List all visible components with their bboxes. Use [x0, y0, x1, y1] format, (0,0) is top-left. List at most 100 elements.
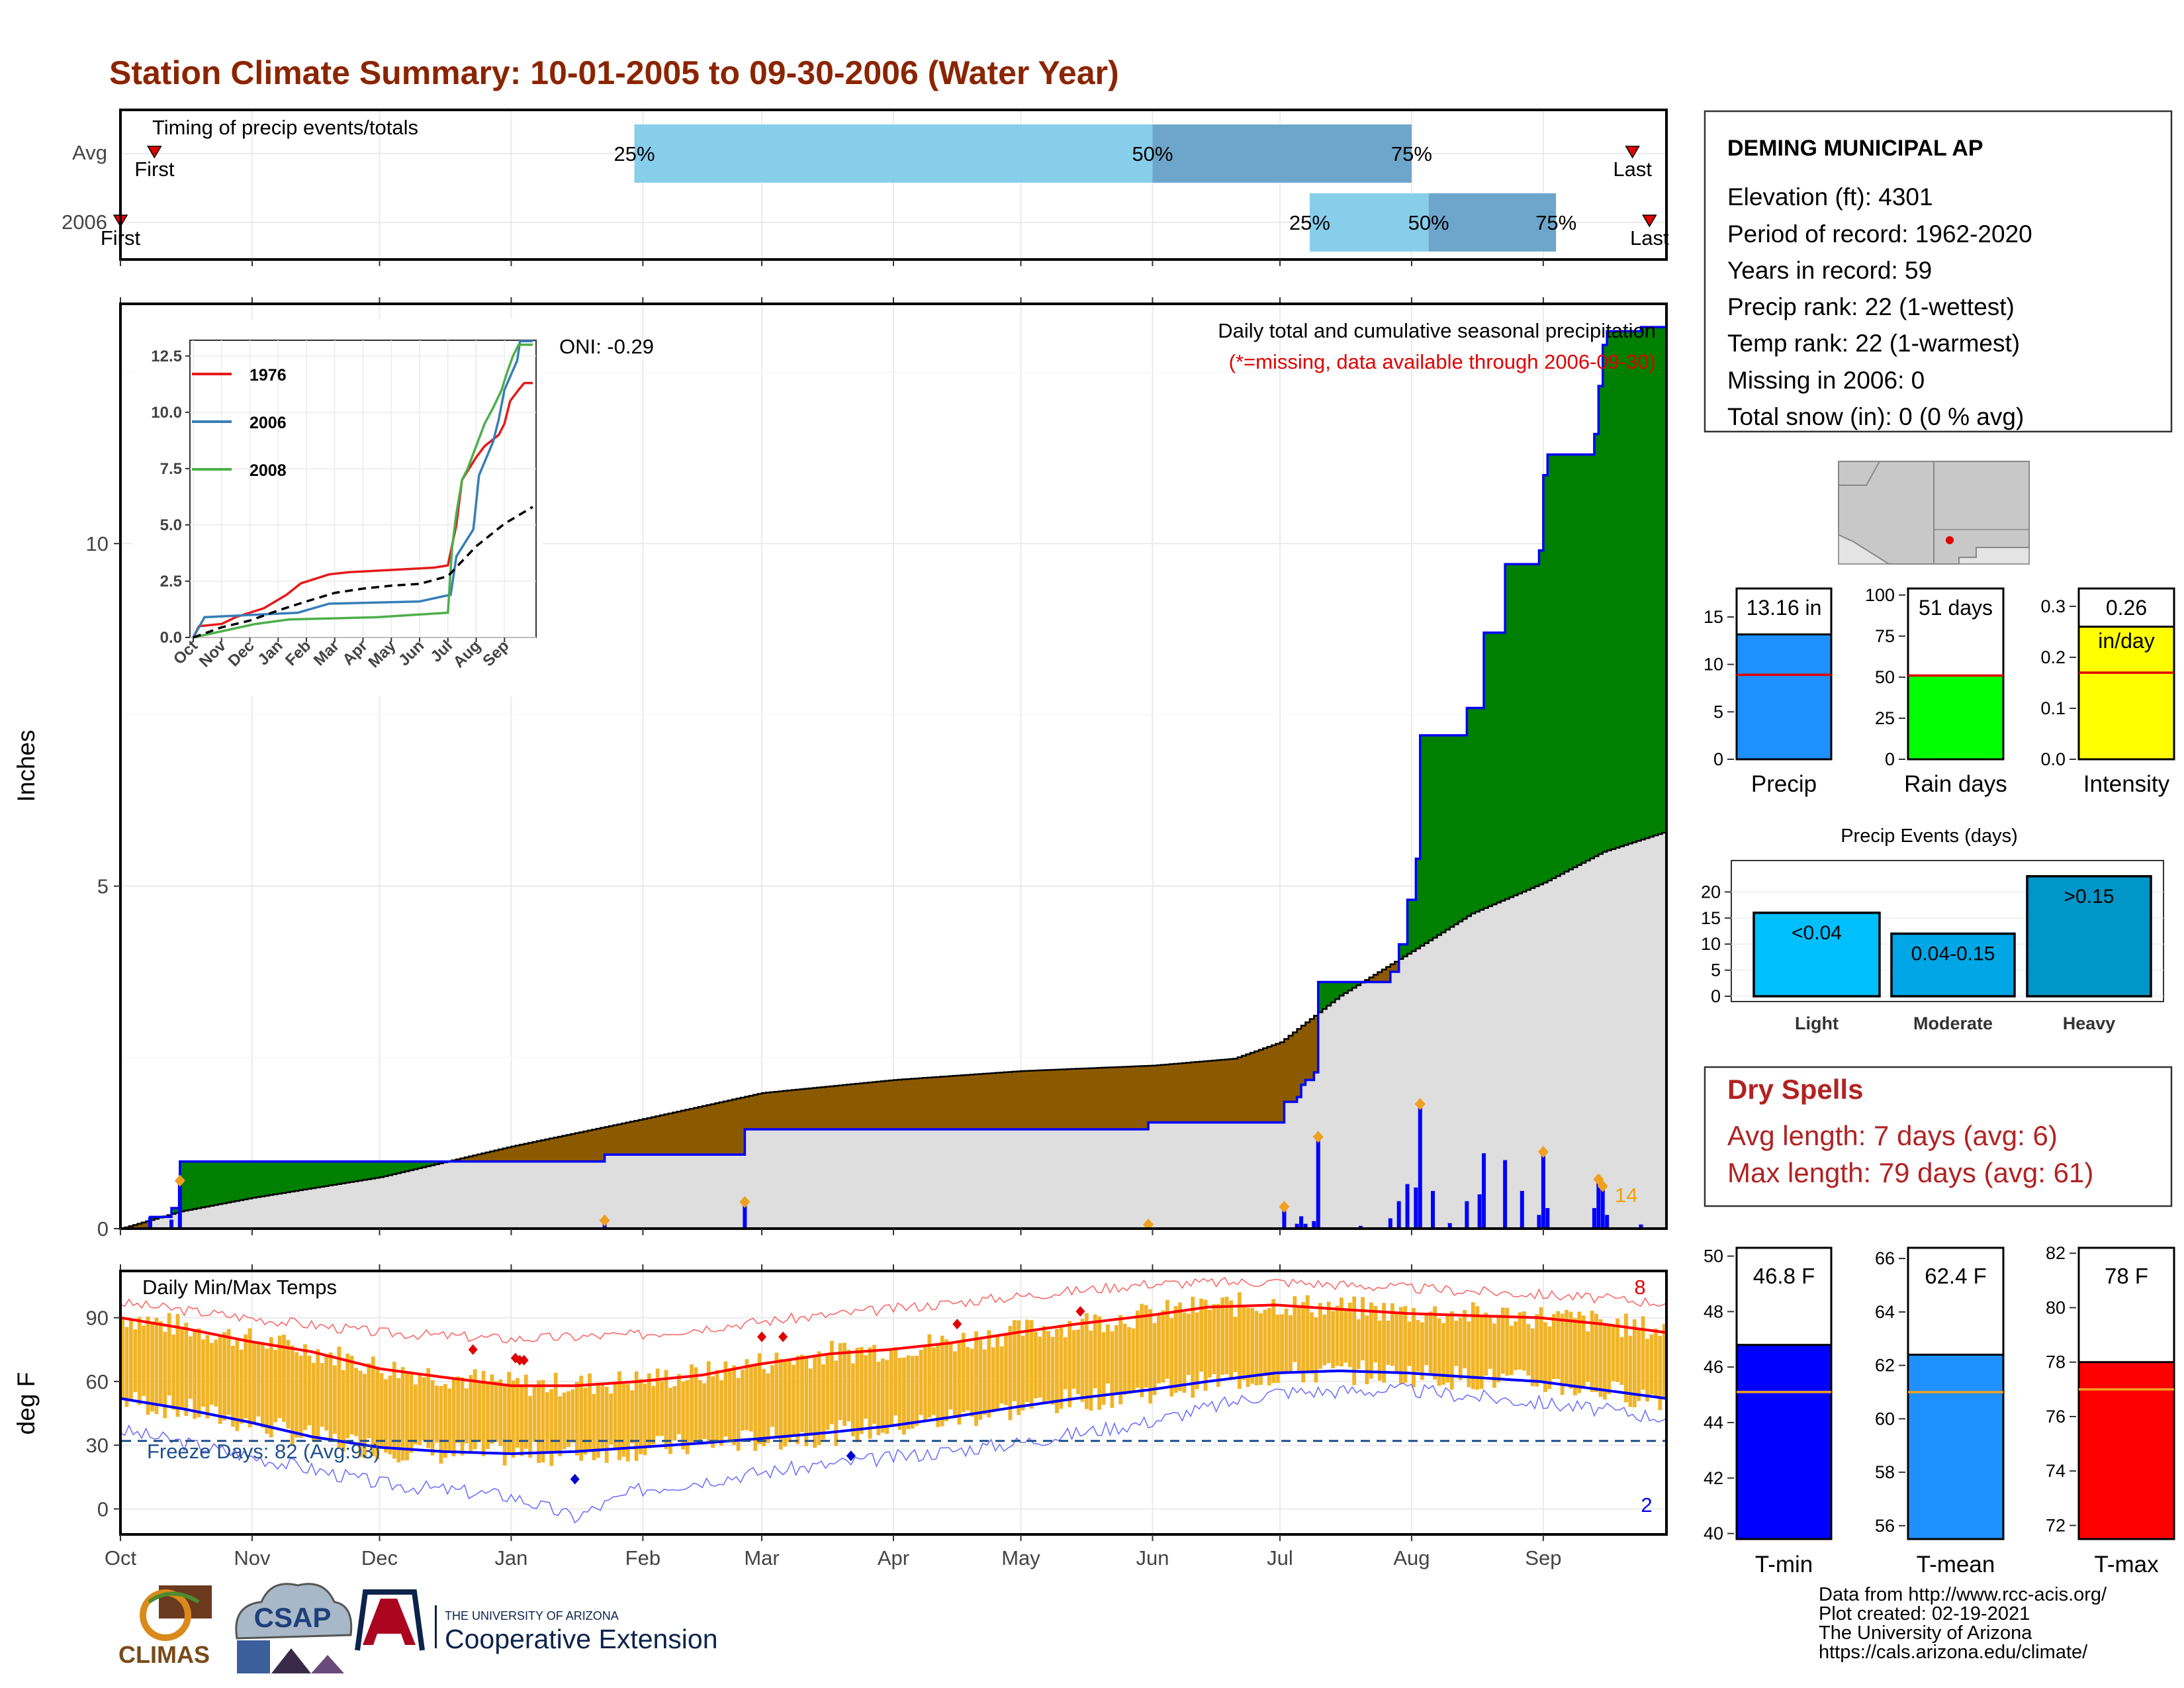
- summary-tick-label-1: 50: [1875, 667, 1895, 687]
- precip-daily-bar: [1405, 1184, 1410, 1229]
- temp-summary-tick-label-0: 50: [1704, 1246, 1723, 1266]
- events-bar-moderate: [1890, 932, 2016, 998]
- precip-daily-bar: [1545, 1207, 1550, 1229]
- precip-event-marker: [1312, 1131, 1324, 1143]
- precip-y-tick-label: 5: [97, 875, 109, 898]
- precip-daily-bar: [1503, 1160, 1508, 1229]
- university-of-arizona-logo: THE UNIVERSITY OF ARIZONA Cooperative Ex…: [355, 1589, 718, 1654]
- timing-p25-label: 25%: [614, 142, 655, 165]
- record-high-marker: [519, 1354, 529, 1366]
- precip-daily-bar: [1477, 1194, 1482, 1229]
- temp-summary-name-1: T-mean: [1917, 1552, 1995, 1577]
- temp-summary-value-2: 78 F: [2105, 1264, 2148, 1288]
- timing-bar-25-50: [634, 124, 1153, 183]
- temp-y-axis: 0 30 60 90: [86, 1307, 120, 1521]
- temp-x-tick-label: Jan: [494, 1546, 527, 1570]
- summary-tick-label-0: 0: [1713, 749, 1723, 769]
- temp-summary-tick-label-2: 78: [2046, 1352, 2066, 1372]
- temp-summary-tick-label-0: 48: [1704, 1301, 1723, 1321]
- freeze-days-label: Freeze Days: 82 (Avg:93): [147, 1440, 381, 1463]
- events-y-tick-label: 20: [1701, 882, 1721, 902]
- precip-panel: 0 5 10 Inches Daily total and cumulative s…: [13, 303, 1668, 1271]
- precip-event-marker: [1279, 1200, 1290, 1213]
- station-name: DEMING MUNICIPAL AP: [1727, 136, 1983, 161]
- precip-event-marker: [599, 1214, 610, 1227]
- precip-daily-bar: [1295, 1223, 1299, 1229]
- inset-legend: 1976 2006 2008: [192, 366, 287, 480]
- precip-daily-bar: [1541, 1153, 1545, 1229]
- summary-tick-label-1: 0: [1885, 749, 1895, 769]
- precip-daily-bar: [1482, 1153, 1486, 1229]
- events-y-tick-label: 0: [1711, 986, 1721, 1006]
- summary-bar-2: [2077, 626, 2175, 761]
- precip-event-marker: [1597, 1180, 1608, 1192]
- precip-daily-bar: [1520, 1191, 1524, 1229]
- temp-summary-tick-label-1: 56: [1875, 1516, 1895, 1536]
- record-low-count: 2: [1641, 1493, 1652, 1517]
- temp-summary-tick-label-0: 46: [1704, 1357, 1723, 1377]
- credit-university: The University of Arizona: [1819, 1622, 2032, 1644]
- events-bar-label: <0.04: [1792, 922, 1842, 944]
- inset-line-2006: [192, 340, 533, 638]
- precip-missing-note: (*=missing, data available through 2006-…: [1229, 350, 1656, 373]
- precip-daily-bar: [1592, 1207, 1596, 1229]
- precip-cumulative-line: [120, 326, 1666, 1229]
- page-title: Station Climate Summary: 10-01-2005 to 0…: [109, 54, 1119, 91]
- inset-cumulative-chart: 0.02.55.07.510.012.5OctNovDecJanFebMarAp…: [132, 319, 543, 696]
- ua-logo-big-text: Cooperative Extension: [445, 1624, 718, 1654]
- precip-daily-bar: [1414, 1187, 1418, 1229]
- temp-record-markers: [468, 1305, 1085, 1485]
- temp-summary-bar-0: [1735, 1344, 1833, 1540]
- precip-event-marker: [1414, 1098, 1426, 1110]
- temp-summary-tick-label-2: 82: [2046, 1243, 2066, 1263]
- summary-value-unit-2: in/day: [2098, 629, 2154, 653]
- timing-row-label-avg: Avg: [72, 141, 107, 164]
- timing-p75-label: 75%: [1391, 142, 1432, 165]
- inset-legend-2006: 2006: [250, 414, 287, 432]
- precip-daily-bar: [1605, 1215, 1610, 1229]
- precip-event-markers: [174, 1098, 1608, 1229]
- dry-spells-box: Dry Spells Avg length: 7 days (avg: 6) M…: [1704, 1066, 2173, 1207]
- inset-line-avg: [193, 506, 533, 639]
- csap-logo: CSAP: [235, 1583, 353, 1673]
- temp-summary-tick-label-0: 44: [1704, 1413, 1723, 1432]
- dry-spells-max: Max length: 79 days (avg: 61): [1727, 1157, 2093, 1188]
- credit-data-source: Data from http://www.rcc-acis.org/: [1819, 1584, 2107, 1605]
- precip-daily-bar: [1465, 1201, 1469, 1229]
- precip-daily-bar: [1299, 1216, 1304, 1229]
- events-y-tick-label: 5: [1711, 961, 1721, 980]
- summary-tick-label-0: 5: [1713, 702, 1723, 722]
- events-bar-light: [1752, 912, 1881, 998]
- precip-header: Daily total and cumulative seasonal prec…: [1218, 319, 1656, 342]
- timing-p25-label: 25%: [1289, 211, 1330, 234]
- temp-y-tick-label: 30: [86, 1434, 109, 1457]
- temp-x-tick-label: Aug: [1393, 1546, 1430, 1570]
- temps-panel: 0 30 60 90 Oct Nov Dec Jan Feb Mar Apr May Jun Jul Au…: [13, 1270, 1668, 1570]
- temp-summary-tick-label-0: 40: [1704, 1524, 1723, 1544]
- summary-name-2: Intensity: [2083, 771, 2170, 797]
- temp-summary-tick-label-2: 74: [2046, 1461, 2066, 1481]
- temp-record-low-line: [120, 1382, 1666, 1524]
- temp-x-tick-label: Apr: [878, 1546, 909, 1570]
- precip-daily-bar: [1600, 1187, 1605, 1229]
- inset-y-tick-label: 0.0: [160, 629, 182, 647]
- station-snow: Total snow (in): 0 (0 % avg): [1727, 403, 2024, 430]
- precip-y-axis: 0 5 10: [86, 532, 1544, 1271]
- temp-y-tick-label: 0: [97, 1497, 109, 1521]
- timing-first-marker: [147, 146, 162, 159]
- record-high-marker: [757, 1331, 767, 1342]
- temp-summary-tick-label-2: 72: [2046, 1515, 2066, 1535]
- temp-x-axis: Oct Nov Dec Jan Feb Mar Apr May Jun Jul Aug Sep: [105, 1534, 1561, 1570]
- timing-last-marker: [1642, 214, 1657, 228]
- summary-value-2: 0.26: [2106, 596, 2147, 620]
- precip-daily-bar: [1447, 1223, 1452, 1229]
- temp-normal-min-line: [120, 1369, 1666, 1456]
- summary-tick-label-2: 0.0: [2040, 749, 2066, 769]
- precip-y-tick-label: 10: [86, 532, 109, 555]
- precip-daily-bar: [1596, 1180, 1601, 1229]
- temp-x-tick-label: Sep: [1525, 1546, 1561, 1570]
- precip-y-tick-label: 0: [97, 1217, 109, 1241]
- temp-normal-lines: [120, 1276, 1666, 1524]
- timing-p50-label: 50%: [1408, 211, 1449, 234]
- record-high-marker: [468, 1344, 478, 1355]
